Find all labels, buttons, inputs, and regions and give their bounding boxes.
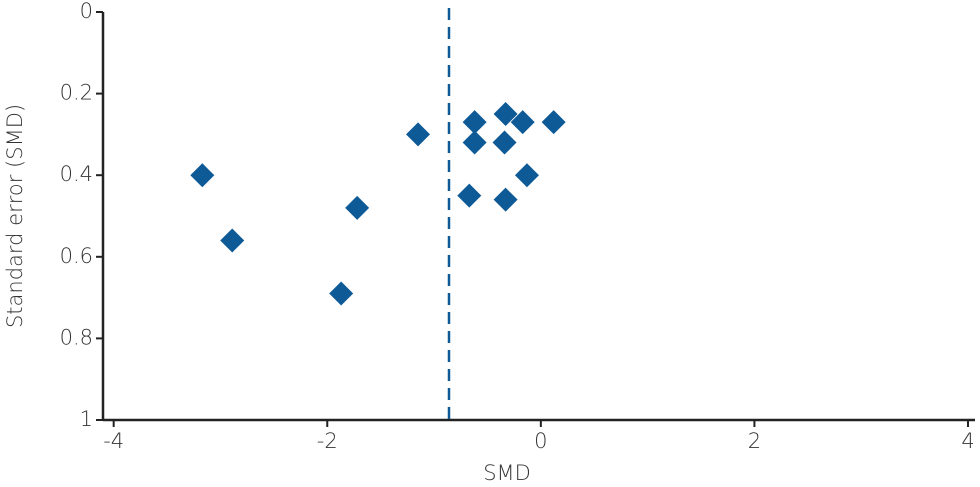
x-tick-label: 0 (534, 429, 547, 453)
y-tick-label: 0.2 (60, 81, 93, 105)
data-point (462, 110, 487, 135)
y-axis-label: Standard error (SMD) (3, 104, 27, 328)
data-point (510, 110, 535, 135)
y-tick-label: 0.8 (60, 325, 93, 349)
x-tick-label: 2 (748, 429, 761, 453)
data-point (462, 130, 487, 155)
x-tick-label: -4 (103, 429, 124, 453)
data-point (493, 187, 518, 212)
data-point (492, 130, 517, 155)
data-point (493, 102, 518, 126)
data-point (541, 110, 566, 135)
x-tick-label: -2 (317, 429, 338, 453)
y-tick-label: 0 (80, 0, 93, 23)
data-point (220, 228, 245, 253)
data-point (329, 281, 354, 306)
data-point (190, 163, 215, 188)
x-axis-label: SMD (483, 461, 531, 485)
y-tick-label: 1 (80, 407, 93, 431)
x-tick-label: 4 (961, 429, 974, 453)
data-point (457, 183, 482, 208)
y-tick-label: 0.4 (60, 162, 93, 186)
y-tick-label: 0.6 (60, 244, 93, 268)
data-point (514, 163, 539, 188)
data-point (406, 122, 431, 147)
data-point (345, 195, 370, 220)
